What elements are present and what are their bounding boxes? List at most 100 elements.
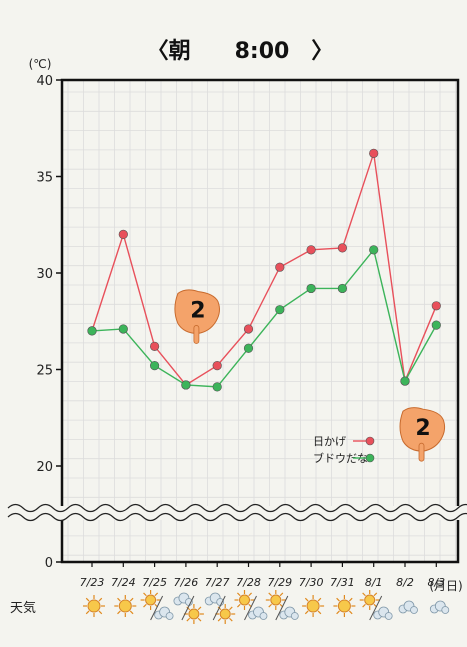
sun-ray — [348, 597, 353, 602]
sun-ray — [197, 606, 202, 611]
sun-icon — [114, 595, 137, 617]
y-tick-label: 25 — [36, 364, 53, 379]
legend-marker — [365, 453, 375, 463]
x-tick-label: 7/31 — [330, 576, 355, 589]
y-tick-label: 30 — [36, 267, 53, 282]
y-axis-unit: (℃) — [29, 57, 52, 71]
sun-ray — [117, 597, 121, 602]
pointing-hand-icon: 2 — [399, 407, 446, 462]
series-2 — [87, 245, 441, 392]
cloud-puff — [259, 612, 268, 620]
sun-ray — [336, 597, 340, 602]
hand-shape — [399, 407, 446, 452]
weather-day — [140, 590, 174, 621]
sun-ray — [154, 592, 159, 597]
sun-ray — [186, 617, 191, 622]
sun-icon — [302, 595, 325, 617]
sun-ray — [85, 597, 90, 602]
sun-icon — [265, 590, 286, 610]
weather-divider — [244, 595, 257, 621]
series-1 — [87, 148, 441, 390]
sun-ray — [248, 592, 252, 597]
sun-ray — [304, 610, 309, 615]
sun-ray — [362, 592, 366, 597]
chart-grid — [62, 80, 458, 562]
sun-disc — [188, 608, 200, 620]
sun-disc — [270, 594, 282, 606]
annotation-label: 2 — [190, 298, 205, 323]
pointing-hand-icon: 2 — [174, 289, 220, 344]
weather-divider — [275, 595, 289, 621]
sun-disc — [145, 594, 157, 606]
cloud-puff — [441, 606, 450, 614]
weather-day — [302, 595, 325, 617]
x-tick-label: 7/23 — [80, 576, 105, 589]
sun-ray — [229, 606, 233, 611]
annotation-label: 2 — [415, 416, 430, 441]
sun-ray — [197, 617, 202, 622]
x-tick-label: 7/27 — [205, 576, 230, 589]
x-tick-label: 8/3 — [427, 576, 445, 589]
sun-ray — [98, 597, 103, 602]
x-axis-ticks: 7/23 7/24 7/25 7/26 7/27 7/28 7/29 7/30 7/31 8/1 8… — [80, 562, 445, 589]
y-tick-label: 40 — [36, 74, 53, 89]
data-point — [306, 283, 316, 294]
weather-divider — [181, 595, 195, 621]
cloud-icon — [154, 606, 174, 620]
chart-frame — [60, 78, 460, 564]
sun-ray — [143, 592, 147, 597]
weather-divider — [212, 595, 226, 621]
x-tick-label: 8/1 — [365, 576, 383, 589]
data-point — [337, 283, 348, 294]
data-point — [118, 229, 128, 239]
sun-icon — [215, 604, 236, 624]
data-point — [181, 380, 191, 390]
sun-disc — [87, 599, 101, 613]
plot-border — [60, 78, 460, 564]
break-gap — [0, 506, 467, 520]
sun-ray — [348, 610, 353, 615]
x-tick-label: 8/2 — [396, 576, 414, 589]
data-point — [306, 245, 316, 255]
data-point — [118, 324, 128, 334]
data-point — [212, 382, 222, 392]
cloud-icon — [429, 600, 450, 614]
weather-divider — [150, 595, 164, 621]
cloud-icon — [279, 606, 299, 620]
weather-day — [83, 595, 105, 617]
data-point — [337, 243, 348, 253]
series-line — [91, 248, 437, 388]
sun-ray — [98, 610, 103, 615]
weather-divider — [369, 595, 383, 621]
weather-label: 天気 — [10, 600, 36, 616]
sun-disc — [118, 599, 132, 613]
weather-day — [114, 595, 137, 617]
sun-ray — [217, 617, 222, 622]
data-point — [275, 305, 285, 315]
legend-label: ブドウだな — [313, 451, 368, 465]
sun-icon — [183, 604, 204, 624]
data-point — [275, 262, 285, 272]
axis-break — [0, 503, 467, 522]
sun-ray — [143, 603, 147, 608]
x-tick-label: 7/30 — [299, 576, 324, 589]
sun-ray — [279, 592, 284, 597]
weather-day — [333, 595, 356, 617]
y-axis-ticks: 0 20 25 30 35 40 — [36, 74, 62, 571]
weather-row: 天気 — [10, 590, 450, 624]
x-tick-label: 7/26 — [174, 576, 199, 589]
y-tick-label: 35 — [36, 171, 53, 186]
weather-day — [359, 590, 393, 621]
legend-marker — [365, 436, 375, 446]
sun-disc — [219, 608, 231, 620]
sun-ray — [362, 603, 366, 608]
data-point — [369, 148, 379, 158]
cloud-icon — [373, 606, 393, 620]
data-point — [150, 341, 160, 351]
sun-ray — [336, 610, 340, 615]
cloud-puff — [384, 612, 393, 620]
cloud-icon — [204, 592, 225, 606]
